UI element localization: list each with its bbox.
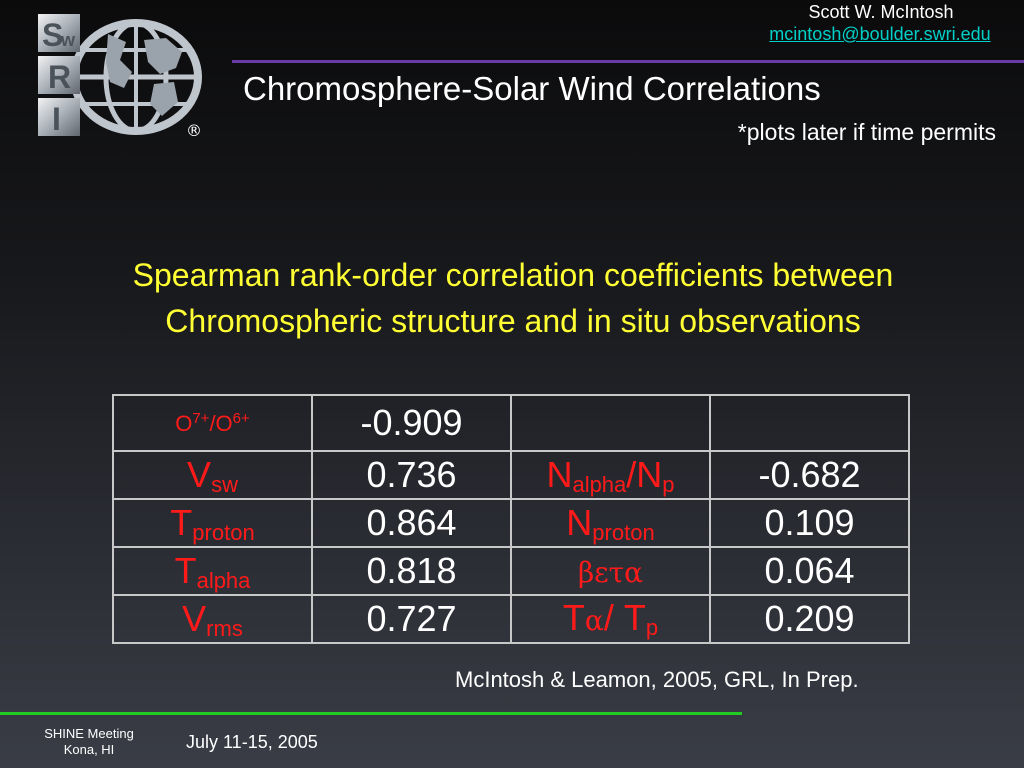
meeting-name: SHINE Meeting <box>44 726 134 741</box>
logo-letter-i: I <box>52 101 61 137</box>
correlation-table: O7+/O6+ -0.909 Vsw 0.736 Nalpha/Np -0.68… <box>112 394 910 644</box>
swri-letters: S w R I <box>38 14 80 137</box>
citation: McIntosh & Leamon, 2005, GRL, In Prep. <box>455 667 859 692</box>
logo-letter-w: w <box>60 30 76 50</box>
parameter-label: Nproton <box>510 498 711 548</box>
parameter-label: βετα <box>510 546 711 596</box>
meeting-location: Kona, HI <box>63 742 115 757</box>
coefficient-value: 0.818 <box>311 546 512 596</box>
logo-letter-r: R <box>48 59 71 95</box>
coefficient-value-empty <box>709 394 910 452</box>
parameter-label: Tα/ Tp <box>510 594 711 644</box>
globe-icon <box>70 19 202 135</box>
meeting-date: July 11-15, 2005 <box>186 732 318 752</box>
section-heading: Spearman rank-order correlation coeffici… <box>30 252 996 344</box>
registered-mark: ® <box>186 121 202 140</box>
author-email-link[interactable]: mcintosh@boulder.swri.edu <box>769 24 991 44</box>
coefficient-value: 0.209 <box>709 594 910 644</box>
title-rule <box>232 60 1024 63</box>
section-heading-line1: Spearman rank-order correlation coeffici… <box>132 257 894 293</box>
section-heading-line2: Chromospheric structure and in situ obse… <box>165 303 861 339</box>
table-row: Tproton 0.864 Nproton 0.109 <box>112 498 910 548</box>
coefficient-value: 0.736 <box>311 450 512 500</box>
meeting-info: SHINE Meeting Kona, HI <box>28 726 150 758</box>
swri-logo: S w R I ® <box>38 14 202 140</box>
parameter-label: O7+/O6+ <box>112 394 313 452</box>
footer-rule <box>0 712 742 715</box>
parameter-label: Vsw <box>112 450 313 500</box>
parameter-label: Nalpha/Np <box>510 450 711 500</box>
parameter-label-empty <box>510 394 711 452</box>
coefficient-value: 0.864 <box>311 498 512 548</box>
slide-title: Chromosphere-Solar Wind Correlations <box>243 70 821 107</box>
logo-letter-s: S <box>42 17 63 53</box>
coefficient-value: -0.909 <box>311 394 512 452</box>
table-row: Vrms 0.727 Tα/ Tp 0.209 <box>112 594 910 644</box>
plots-note: *plots later if time permits <box>737 119 996 145</box>
parameter-label: Tproton <box>112 498 313 548</box>
coefficient-value: 0.064 <box>709 546 910 596</box>
coefficient-value: -0.682 <box>709 450 910 500</box>
coefficient-value: 0.727 <box>311 594 512 644</box>
parameter-label: Vrms <box>112 594 313 644</box>
author-name: Scott W. McIntosh <box>808 2 954 22</box>
parameter-label: Talpha <box>112 546 313 596</box>
table-row: Vsw 0.736 Nalpha/Np -0.682 <box>112 450 910 500</box>
table-row: Talpha 0.818 βετα 0.064 <box>112 546 910 596</box>
table-row: O7+/O6+ -0.909 <box>112 394 910 452</box>
coefficient-value: 0.109 <box>709 498 910 548</box>
